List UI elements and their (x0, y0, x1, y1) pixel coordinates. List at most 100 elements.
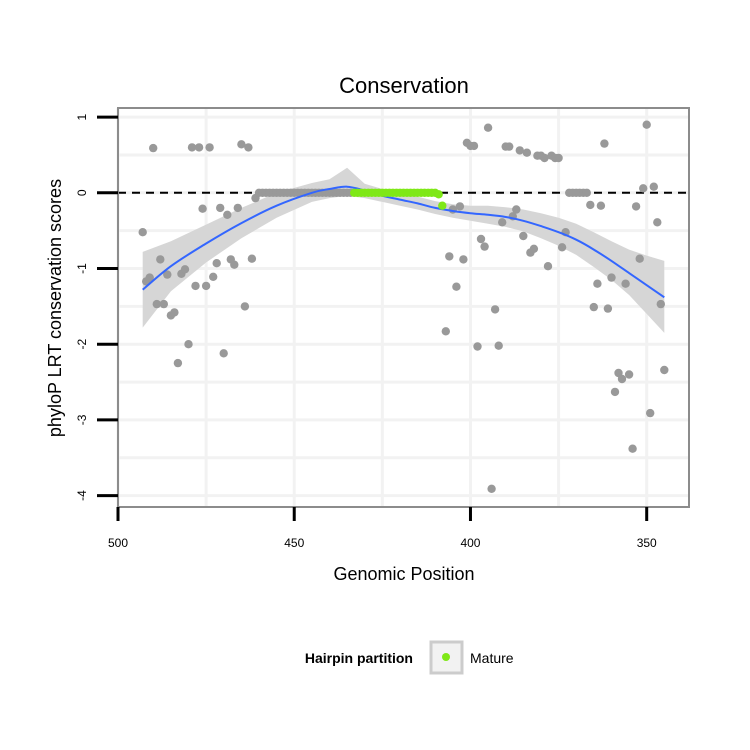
x-tick-label: 500 (108, 536, 128, 550)
plot-panel (116, 107, 690, 508)
data-point (519, 231, 528, 241)
y-axis-title: phyloP LRT conservation scores (45, 179, 65, 437)
data-point (247, 254, 257, 263)
data-point (198, 204, 207, 213)
data-point (170, 308, 179, 317)
data-point (173, 358, 183, 368)
data-point (180, 265, 190, 274)
data-point (223, 210, 232, 219)
data-point (540, 153, 549, 163)
data-point (205, 143, 214, 152)
y-tick-label: -3 (75, 414, 89, 425)
data-point (543, 262, 553, 271)
data-point (505, 142, 514, 151)
data-point (617, 374, 627, 384)
data-point (512, 205, 521, 214)
data-point (603, 304, 613, 313)
data-point (610, 387, 620, 397)
data-point (522, 148, 532, 157)
data-point (653, 218, 662, 227)
data-point (240, 302, 250, 311)
data-point (639, 184, 648, 193)
data-point (596, 201, 606, 210)
data-point (187, 143, 197, 152)
x-tick-label: 350 (637, 536, 657, 550)
data-point (455, 202, 465, 211)
data-point (152, 299, 161, 309)
data-point (557, 243, 567, 252)
data-point (230, 260, 239, 269)
data-point (201, 281, 211, 291)
data-point (487, 484, 496, 493)
y-tick-label: 0 (75, 189, 89, 196)
legend-label-mature: Mature (470, 650, 514, 666)
data-point (628, 444, 637, 453)
data-point (473, 342, 482, 351)
data-point (445, 252, 454, 261)
grid-lines (116, 108, 689, 507)
data-point (145, 273, 154, 282)
confidence-band (142, 167, 665, 333)
data-point (554, 153, 563, 163)
data-point (233, 203, 242, 213)
data-point (469, 141, 479, 151)
data-point (646, 408, 655, 418)
data-point (194, 143, 204, 152)
data-point (498, 218, 507, 227)
data-point (149, 143, 158, 153)
data-point (494, 341, 503, 350)
data-point (441, 327, 450, 336)
y-axis: 1 0 -1 -2 -3 -4 (75, 113, 118, 501)
data-point (452, 282, 461, 291)
data-point (660, 365, 669, 375)
data-point (582, 188, 591, 197)
data-point (219, 349, 228, 358)
data-point (600, 139, 609, 148)
legend: Hairpin partition Mature (305, 640, 514, 675)
x-axis-title: Genomic Position (333, 564, 474, 584)
data-point (490, 305, 500, 314)
data-point (607, 273, 616, 282)
data-point (642, 120, 651, 129)
data-point (159, 299, 168, 309)
data-point (649, 182, 658, 191)
smooth-trend-line (142, 185, 665, 299)
data-point (631, 202, 641, 211)
data-point (459, 255, 468, 264)
data-point (138, 228, 147, 237)
data-point (209, 272, 218, 281)
data-point (624, 370, 634, 379)
data-point (593, 279, 602, 288)
data-point (212, 259, 221, 268)
data-point-mature (438, 201, 447, 210)
data-point-mature (434, 190, 443, 199)
data-point (483, 123, 493, 132)
data-point (635, 254, 644, 263)
y-tick-label: -2 (75, 339, 89, 350)
x-tick-label: 450 (284, 536, 304, 550)
data-point (191, 281, 200, 291)
y-tick-label: -1 (75, 263, 89, 274)
data-point (244, 143, 253, 152)
x-axis: 500 450 400 350 (108, 507, 657, 550)
data-point (156, 255, 165, 264)
chart-title: Conservation (339, 73, 469, 98)
legend-title: Hairpin partition (305, 650, 413, 666)
data-point (656, 299, 665, 309)
data-point (529, 244, 539, 253)
x-tick-label: 400 (460, 536, 480, 550)
panel-border (117, 107, 690, 508)
data-point (237, 140, 246, 149)
points-mature (350, 188, 447, 210)
data-point (586, 200, 595, 210)
data-point (589, 302, 598, 312)
data-point (216, 203, 225, 213)
data-point (184, 340, 193, 349)
data-point (621, 279, 630, 288)
y-tick-label: -4 (75, 490, 89, 501)
points-other (138, 120, 669, 493)
data-point (515, 146, 524, 155)
y-tick-label: 1 (75, 113, 89, 120)
data-point (480, 242, 489, 251)
